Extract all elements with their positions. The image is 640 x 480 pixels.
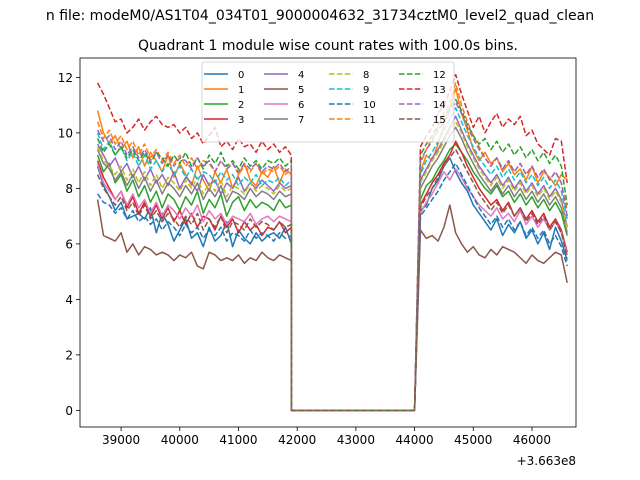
legend-label-3: 3 — [238, 115, 244, 126]
legend-label-12: 12 — [433, 70, 446, 81]
legend-frame — [201, 61, 455, 143]
x-tick-label: 43000 — [337, 433, 375, 447]
x-tick-label: 45000 — [454, 433, 492, 447]
x-tick-label: 39000 — [102, 433, 140, 447]
plot-area: 39000 40000 41000 42000 43000 44000 45000 46000… — [58, 57, 577, 468]
x-axis-offset-label: +3.663e8 — [517, 454, 576, 468]
y-tick-label: 10 — [58, 126, 73, 140]
series-line-14 — [96, 101, 568, 412]
legend-label-5: 5 — [298, 85, 304, 96]
legend-label-15: 15 — [433, 115, 446, 126]
series-lines — [96, 73, 568, 412]
y-tick-label: 2 — [65, 348, 73, 362]
y-tick-label: 6 — [65, 237, 73, 251]
series-line-12 — [96, 98, 568, 412]
legend-label-8: 8 — [363, 70, 369, 81]
axes-frame — [79, 57, 577, 428]
legend-label-13: 13 — [433, 85, 446, 96]
x-tick-label: 42000 — [278, 433, 316, 447]
y-axis: 0 2 4 6 8 10 12 — [58, 71, 80, 418]
chart-title: Quadrant 1 module wise count rates with … — [138, 38, 518, 54]
legend-label-7: 7 — [298, 115, 304, 126]
legend-label-9: 9 — [363, 85, 369, 96]
legend-label-2: 2 — [238, 100, 244, 111]
legend-label-10: 10 — [363, 100, 376, 111]
x-tick-label: 40000 — [161, 433, 199, 447]
x-tick-label: 44000 — [395, 433, 433, 447]
x-axis: 39000 40000 41000 42000 43000 44000 45000 46000 — [102, 427, 551, 447]
x-tick-label: 41000 — [219, 433, 257, 447]
legend-label-4: 4 — [298, 70, 304, 81]
y-tick-label: 8 — [65, 182, 73, 196]
legend-label-14: 14 — [433, 100, 446, 111]
legend-label-1: 1 — [238, 85, 244, 96]
x-tick-label: 46000 — [513, 433, 551, 447]
y-tick-label: 12 — [58, 71, 73, 85]
legend-label-11: 11 — [363, 115, 376, 126]
figure-suptitle: n file: modeM0/AS1T04_034T01_9000004632_… — [46, 8, 594, 24]
y-tick-label: 0 — [65, 404, 73, 418]
y-tick-label: 4 — [65, 293, 73, 307]
legend-label-0: 0 — [238, 70, 244, 81]
series-line-15 — [96, 148, 568, 412]
legend-label-6: 6 — [298, 100, 304, 111]
